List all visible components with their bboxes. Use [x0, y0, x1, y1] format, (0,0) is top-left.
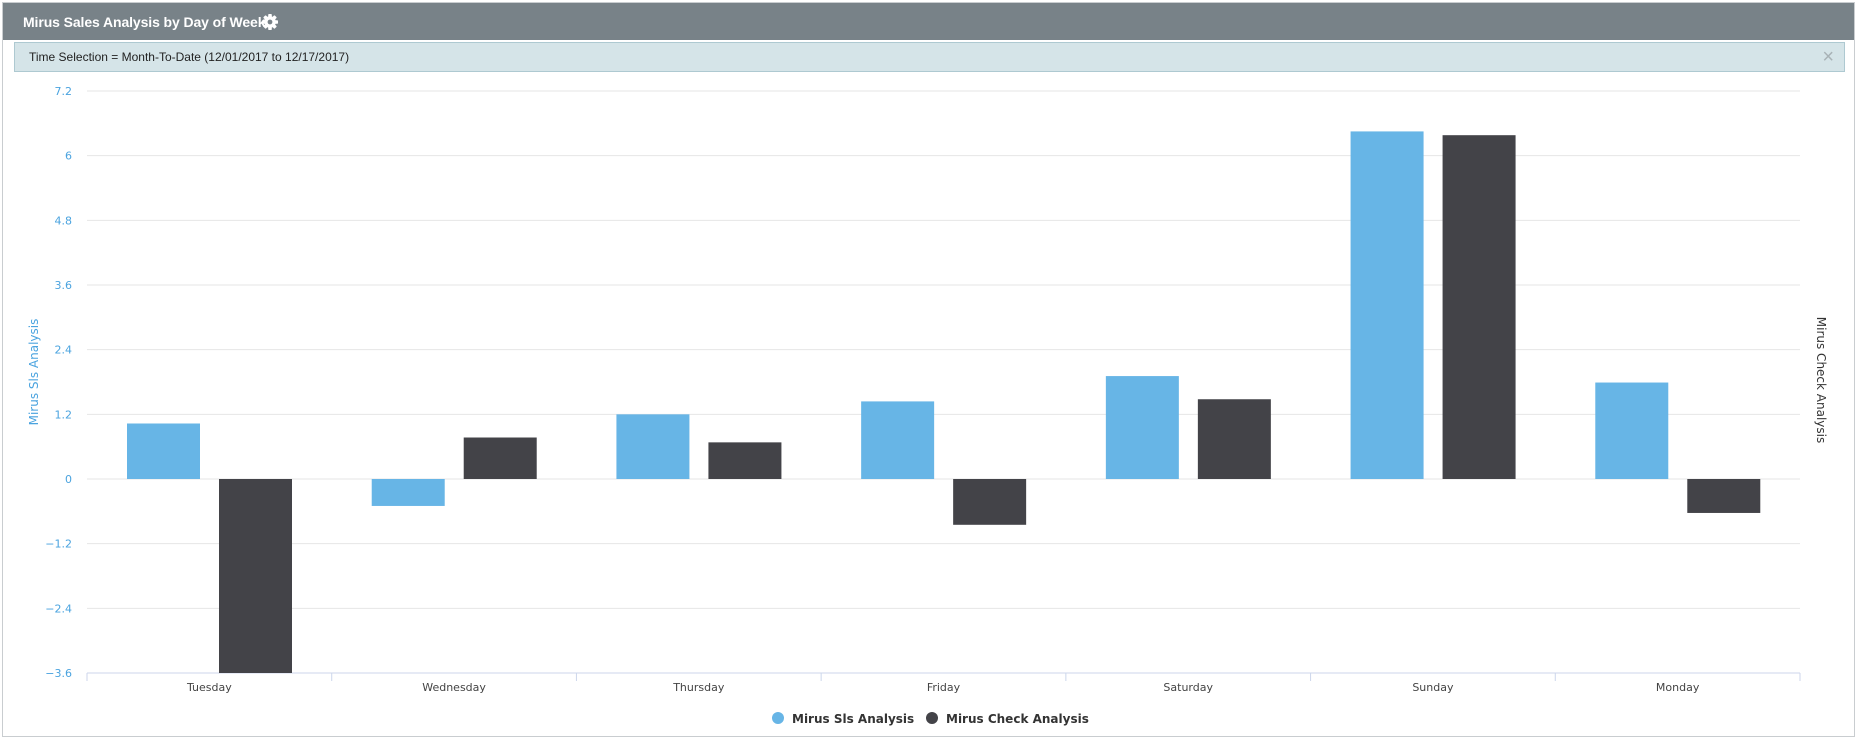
y-tick-label: 4.8 — [55, 214, 73, 227]
bar-sls-saturday — [1105, 376, 1179, 479]
x-tick-label: Sunday — [1412, 681, 1454, 694]
bar-check-monday — [1687, 479, 1761, 513]
bar-sls-friday — [861, 401, 935, 479]
legend-label-2: Mirus Check Analysis — [946, 712, 1089, 726]
bar-check-thursday — [708, 442, 782, 479]
close-icon[interactable]: × — [1822, 46, 1834, 68]
x-tick-label: Tuesday — [186, 681, 232, 694]
bar-sls-sunday — [1350, 131, 1424, 479]
y-tick-label: 1.2 — [55, 408, 73, 421]
y-axis-title-right: Mirus Check Analysis — [1814, 317, 1828, 443]
bar-sls-monday — [1595, 382, 1669, 479]
panel-header: Mirus Sales Analysis by Day of Week — [3, 3, 1854, 40]
bar-sls-wednesday — [371, 479, 445, 506]
y-tick-label: 3.6 — [55, 279, 73, 292]
x-tick-label: Friday — [927, 681, 961, 694]
bar-check-wednesday — [463, 437, 537, 479]
bar-check-sunday — [1442, 135, 1516, 479]
x-tick-label: Thursday — [672, 681, 725, 694]
panel-title: Mirus Sales Analysis by Day of Week — [23, 14, 266, 30]
x-tick-label: Wednesday — [422, 681, 486, 694]
filter-bar: Time Selection = Month-To-Date (12/01/20… — [14, 42, 1845, 72]
gear-icon[interactable] — [261, 13, 279, 31]
bar-sls-thursday — [616, 414, 690, 479]
y-tick-label: −2.4 — [45, 602, 72, 615]
y-tick-label: 2.4 — [55, 344, 73, 357]
y-tick-label: 0 — [65, 473, 72, 486]
bar-check-saturday — [1197, 399, 1271, 479]
bar-check-friday — [953, 479, 1027, 525]
time-selection-text: Time Selection = Month-To-Date (12/01/20… — [29, 50, 350, 64]
x-tick-label: Saturday — [1163, 681, 1213, 694]
legend-marker-1 — [772, 712, 784, 724]
y-axis-title-left: Mirus Sls Analysis — [27, 319, 41, 426]
legend-label-1: Mirus Sls Analysis — [792, 712, 914, 726]
bar-sls-tuesday — [127, 423, 200, 479]
y-tick-label: −3.6 — [45, 667, 72, 680]
x-tick-label: Monday — [1656, 681, 1700, 694]
bar-check-tuesday — [219, 479, 292, 673]
y-tick-label: 6 — [65, 150, 72, 163]
y-tick-label: −1.2 — [45, 538, 72, 551]
y-tick-label: 7.2 — [55, 85, 73, 98]
legend-marker-2 — [926, 712, 938, 724]
